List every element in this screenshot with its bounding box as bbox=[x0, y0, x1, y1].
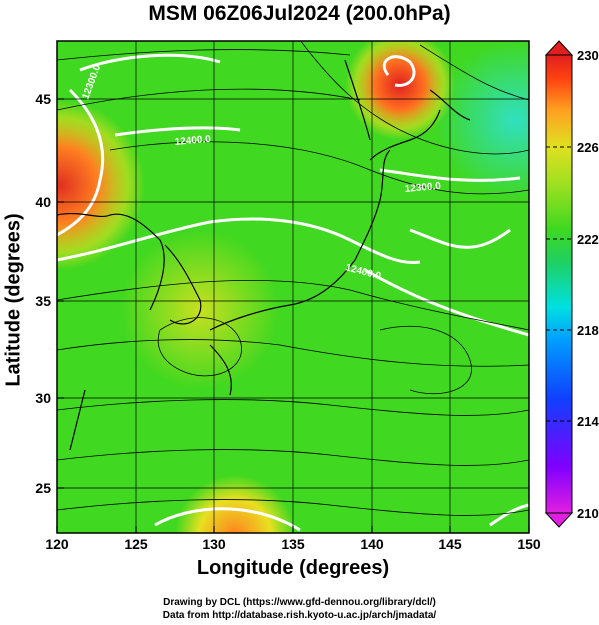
y-tick-label: 35 bbox=[35, 293, 51, 309]
wind-streamlines bbox=[57, 41, 529, 516]
colorbar-tick-label: 222 bbox=[577, 232, 599, 247]
y-tick-labels: 45 40 35 30 25 bbox=[35, 91, 51, 496]
x-axis-label: Longitude (degrees) bbox=[196, 557, 390, 579]
lat-lon-grid bbox=[57, 41, 529, 533]
x-ticks bbox=[56, 526, 530, 533]
contour-label: 12400.0 bbox=[174, 134, 211, 148]
y-tick-label: 45 bbox=[35, 91, 51, 107]
colorbar-tick-label: 226 bbox=[577, 140, 599, 155]
x-tick-label: 135 bbox=[281, 536, 305, 552]
x-tick-labels: 120 125 130 135 140 145 150 bbox=[45, 536, 541, 552]
colorbar-tick-label: 218 bbox=[577, 323, 599, 338]
y-tick-label: 40 bbox=[35, 194, 51, 210]
colorbar-tick-label: 214 bbox=[577, 414, 599, 429]
chart-title: MSM 06Z06Jul2024 (200.0hPa) bbox=[148, 2, 451, 25]
temperature-field: 12300.0 12400.0 12300.0 12400.0 bbox=[57, 41, 529, 533]
contour-label: 12300.0 bbox=[404, 181, 441, 195]
colorbar-max-arrow bbox=[544, 40, 574, 56]
coastlines bbox=[57, 59, 471, 451]
y-tick-label: 30 bbox=[35, 390, 51, 406]
colorbar-min-arrow bbox=[544, 512, 574, 528]
colorbar-tick-label: 210 bbox=[577, 506, 599, 521]
geopotential-contours bbox=[57, 53, 529, 532]
colorbar-tick-label: 230 bbox=[577, 48, 599, 63]
x-tick-label: 125 bbox=[124, 536, 148, 552]
x-tick-label: 120 bbox=[45, 536, 69, 552]
colorbar: 230 226 222 218 214 210 bbox=[544, 40, 599, 528]
colorbar-tick-labels: 230 226 222 218 214 210 bbox=[577, 48, 599, 521]
y-ticks bbox=[57, 98, 64, 489]
x-tick-label: 145 bbox=[438, 536, 462, 552]
colorbar-scale bbox=[545, 54, 573, 514]
x-tick-label: 140 bbox=[360, 536, 384, 552]
data-credit: Data from http://database.rish.kyoto-u.a… bbox=[162, 610, 437, 621]
x-tick-label: 130 bbox=[202, 536, 226, 552]
y-tick-label: 25 bbox=[35, 480, 51, 496]
drawing-credit: Drawing by DCL (https://www.gfd-dennou.o… bbox=[163, 597, 436, 608]
x-tick-label: 150 bbox=[517, 536, 541, 552]
